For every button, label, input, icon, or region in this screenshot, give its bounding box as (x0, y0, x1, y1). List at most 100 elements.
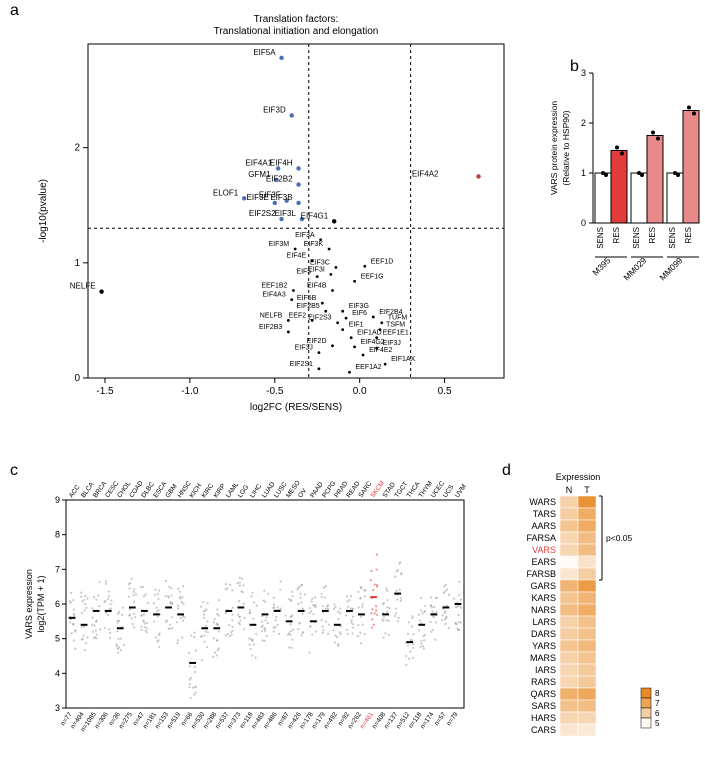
svg-text:n=174: n=174 (419, 711, 435, 730)
svg-text:N: N (566, 485, 573, 495)
svg-text:n=306: n=306 (94, 711, 110, 730)
strip-plot: 3456789VARS expressionlog2(TPM + 1)ACCn=… (20, 470, 470, 750)
svg-text:2: 2 (74, 143, 80, 154)
svg-text:EIF3K: EIF3K (304, 241, 324, 248)
svg-text:NELFB: NELFB (260, 312, 283, 319)
svg-text:EEF1G: EEF1G (361, 273, 384, 280)
svg-text:EIF3J: EIF3J (295, 345, 313, 352)
panel-a-label: a (10, 2, 19, 20)
svg-text:EIF3D: EIF3D (263, 105, 286, 114)
svg-text:KARS: KARS (531, 593, 556, 603)
svg-text:RARS: RARS (531, 677, 556, 687)
svg-text:IARS: IARS (535, 665, 556, 675)
svg-text:0.0: 0.0 (353, 386, 367, 397)
svg-text:SENS: SENS (596, 227, 605, 249)
svg-text:LARS: LARS (532, 617, 556, 627)
svg-text:6: 6 (55, 599, 60, 609)
svg-text:0.5: 0.5 (438, 386, 452, 397)
svg-text:QARS: QARS (530, 689, 556, 699)
svg-text:EIF2S3: EIF2S3 (308, 315, 331, 322)
svg-text:EIF1: EIF1 (349, 322, 364, 329)
svg-text:6: 6 (655, 709, 660, 718)
svg-text:p<0.05: p<0.05 (606, 533, 633, 543)
svg-text:n=519: n=519 (166, 711, 182, 730)
svg-text:GARS: GARS (530, 581, 556, 591)
svg-text:EIF4H: EIF4H (270, 158, 293, 167)
svg-text:EIF4A2: EIF4A2 (412, 169, 439, 178)
volcano-plot: Translation factors:Translational initia… (30, 10, 516, 418)
svg-text:TSFM: TSFM (386, 322, 405, 329)
page: a b c d Translation factors:Translationa… (0, 0, 705, 761)
svg-text:EIF2S2: EIF2S2 (249, 209, 276, 218)
svg-text:7: 7 (655, 699, 660, 708)
svg-text:1: 1 (581, 168, 586, 178)
svg-text:NARS: NARS (531, 605, 556, 615)
svg-text:Expression: Expression (556, 472, 601, 482)
svg-text:FARSB: FARSB (526, 569, 556, 579)
svg-text:0: 0 (581, 218, 586, 228)
svg-text:VARS: VARS (532, 545, 556, 555)
svg-text:8: 8 (55, 530, 60, 540)
svg-text:TARS: TARS (533, 509, 556, 519)
svg-text:NELFE: NELFE (70, 282, 96, 291)
svg-text:1: 1 (74, 258, 80, 269)
svg-text:EIF5B: EIF5B (297, 295, 317, 302)
svg-text:EIF3A: EIF3A (295, 232, 315, 239)
svg-text:3: 3 (581, 68, 586, 78)
svg-text:T: T (584, 485, 590, 495)
svg-text:DARS: DARS (531, 629, 556, 639)
svg-text:EEF1A2: EEF1A2 (355, 364, 381, 371)
svg-text:EIF2B5: EIF2B5 (296, 303, 319, 310)
svg-text:SENS: SENS (632, 227, 641, 249)
svg-text:EIF1AD: EIF1AD (357, 330, 382, 337)
svg-text:ELOF1: ELOF1 (213, 188, 239, 197)
svg-text:EIF4E2: EIF4E2 (369, 347, 392, 354)
svg-text:7: 7 (55, 564, 60, 574)
svg-text:YARS: YARS (532, 641, 556, 651)
svg-text:MM029: MM029 (621, 255, 648, 282)
svg-text:EIF3M: EIF3M (269, 241, 290, 248)
svg-text:log2FC (RES/SENS): log2FC (RES/SENS) (250, 402, 342, 413)
svg-text:HARS: HARS (531, 713, 556, 723)
svg-text:EEF1B2: EEF1B2 (261, 282, 287, 289)
svg-text:EIF4G2: EIF4G2 (361, 339, 385, 346)
svg-text:EEF2: EEF2 (289, 312, 307, 319)
svg-text:LIHC: LIHC (249, 483, 263, 499)
svg-text:MARS: MARS (530, 653, 556, 663)
svg-text:SENS: SENS (668, 227, 677, 249)
svg-text:ACC: ACC (68, 484, 82, 500)
svg-text:EIF2B2: EIF2B2 (266, 175, 293, 184)
svg-text:RES: RES (684, 227, 693, 243)
svg-text:EIF2B3: EIF2B3 (259, 324, 282, 331)
svg-text:WARS: WARS (529, 497, 556, 507)
svg-text:KIRP: KIRP (213, 483, 227, 499)
svg-text:n=79: n=79 (445, 711, 459, 727)
svg-text:EIF4G1: EIF4G1 (301, 211, 329, 220)
panel-c-label: c (10, 462, 18, 480)
heatmap: ExpressionNTWARSTARSAARSFARSAVARSEARSFAR… (498, 470, 703, 760)
svg-text:Translational initiation and e: Translational initiation and elongation (214, 26, 379, 37)
svg-text:VARS expression: VARS expression (24, 569, 34, 639)
svg-text:-log10(pvalue): -log10(pvalue) (38, 179, 49, 243)
svg-text:EEF1E1: EEF1E1 (383, 330, 409, 337)
svg-text:EEF1D: EEF1D (371, 258, 394, 265)
svg-text:EIF3B: EIF3B (270, 193, 292, 202)
svg-text:UVM: UVM (454, 483, 468, 499)
svg-text:n=275: n=275 (118, 711, 134, 730)
svg-text:EIF5A: EIF5A (253, 48, 276, 57)
svg-text:RES: RES (612, 227, 621, 243)
svg-text:EIF4E: EIF4E (287, 253, 307, 260)
svg-text:VARS protein expression: VARS protein expression (549, 101, 559, 196)
svg-text:n=486: n=486 (262, 711, 278, 730)
svg-text:EIF3L: EIF3L (275, 209, 297, 218)
svg-text:2: 2 (581, 118, 586, 128)
svg-text:OV: OV (297, 487, 309, 499)
svg-text:EIF5: EIF5 (296, 269, 311, 276)
svg-text:EIF4A3: EIF4A3 (262, 292, 285, 299)
svg-text:AARS: AARS (531, 521, 556, 531)
svg-text:EIF4A1: EIF4A1 (245, 158, 272, 167)
svg-text:M395: M395 (590, 255, 612, 277)
svg-text:SARS: SARS (531, 701, 556, 711)
svg-text:4: 4 (55, 668, 60, 678)
svg-text:FARSA: FARSA (526, 533, 556, 543)
